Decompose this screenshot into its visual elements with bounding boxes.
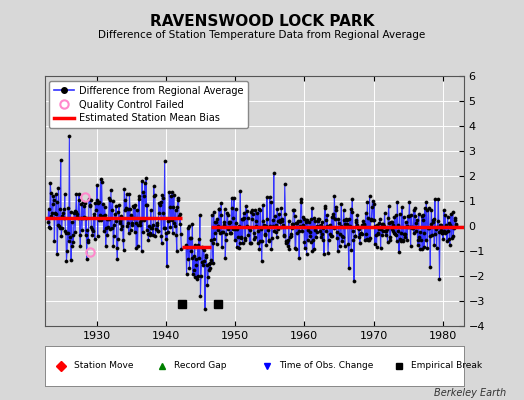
Text: Difference of Station Temperature Data from Regional Average: Difference of Station Temperature Data f… [99, 30, 425, 40]
Text: Station Move: Station Move [74, 362, 134, 370]
Legend: Difference from Regional Average, Quality Control Failed, Estimated Station Mean: Difference from Regional Average, Qualit… [49, 81, 248, 128]
Text: Berkeley Earth: Berkeley Earth [433, 388, 506, 398]
Text: RAVENSWOOD LOCK PARK: RAVENSWOOD LOCK PARK [150, 14, 374, 29]
Text: Empirical Break: Empirical Break [411, 362, 483, 370]
Text: Record Gap: Record Gap [174, 362, 227, 370]
Text: Time of Obs. Change: Time of Obs. Change [279, 362, 374, 370]
